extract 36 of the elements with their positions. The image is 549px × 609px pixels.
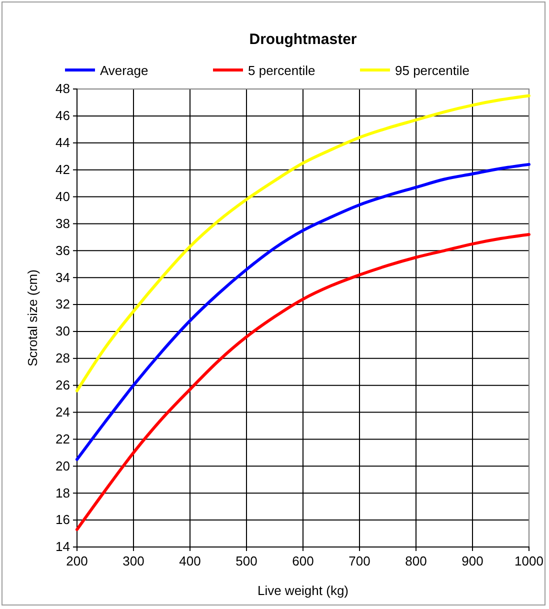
y-tick-label: 32 [56,296,70,312]
x-tick-label: 300 [122,554,144,569]
y-tick-label: 14 [56,539,70,554]
x-tick-label: 900 [462,554,484,569]
x-tick-label: 600 [292,554,314,569]
chart-title: Droughtmaster [249,31,357,48]
y-tick-label: 44 [56,135,70,150]
x-tick-label: 800 [405,554,427,569]
legend-label: 95 percentile [395,63,470,78]
x-tick-label: 200 [66,554,88,569]
line-series [76,162,530,461]
y-tick-label: 36 [56,242,70,258]
y-tick-label: 16 [56,512,70,528]
x-tick-label: 500 [236,554,258,569]
y-tick-label: 30 [56,324,70,339]
legend-label: 5 percentile [248,63,316,78]
y-tick-label: 34 [56,270,70,285]
legend-label: Average [100,63,148,78]
y-tick-label: 18 [56,485,70,500]
x-tick-label: 400 [179,554,201,569]
x-tick-label: 700 [348,554,370,569]
y-axis-title: Scrotal size (cm) [25,270,40,366]
y-tick-label: 42 [56,162,70,177]
y-tick-label: 26 [56,378,70,393]
y-tick-label: 38 [56,216,70,231]
y-tick-label: 40 [56,188,70,204]
y-tick-label: 22 [56,431,70,446]
line-series [76,232,530,531]
y-tick-label: 28 [56,350,70,366]
x-tick-label: 1000 [514,554,544,569]
line-series [76,94,530,392]
x-axis-title: Live weight (kg) [257,583,349,598]
y-tick-label: 48 [56,81,70,96]
y-tick-label: 24 [56,404,70,420]
y-tick-label: 46 [56,108,70,124]
y-tick-label: 20 [56,458,70,474]
